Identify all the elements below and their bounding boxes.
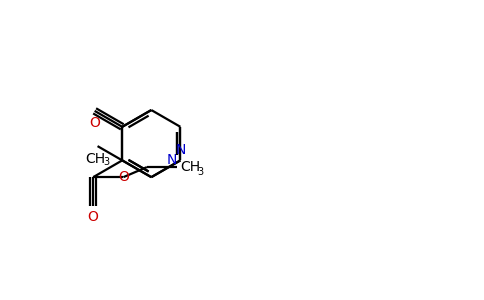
Text: N: N xyxy=(167,153,177,167)
Text: 3: 3 xyxy=(103,157,109,167)
Text: CH: CH xyxy=(86,152,106,166)
Text: 3: 3 xyxy=(197,167,204,177)
Text: CH: CH xyxy=(180,160,200,174)
Text: O: O xyxy=(89,116,100,130)
Text: O: O xyxy=(118,170,129,184)
Text: O: O xyxy=(88,210,99,224)
Text: N: N xyxy=(175,143,185,157)
